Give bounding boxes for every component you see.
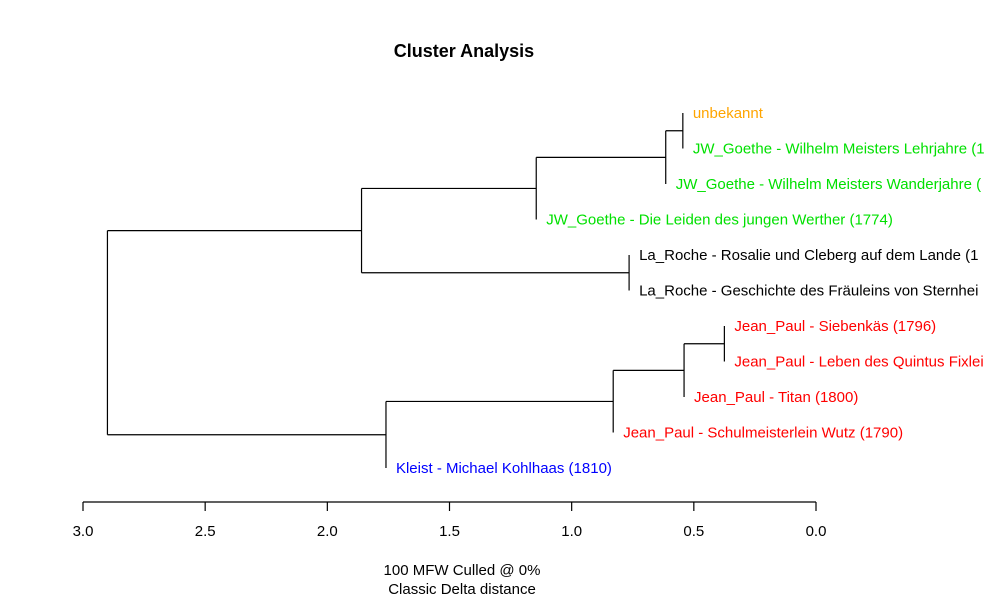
leaf-label: La_Roche - Geschichte des Fräuleins von …	[639, 283, 978, 300]
x-axis-tick-label: 1.0	[561, 523, 582, 540]
x-axis: 3.0 2.5 2.0 1.5 1.0 0.5 0.0	[73, 501, 827, 540]
x-axis-tick-label: 3.0	[73, 523, 94, 540]
leaf-label: unbekannt	[693, 105, 764, 122]
leaf-label: Jean_Paul - Siebenkäs (1796)	[734, 318, 936, 335]
x-axis-tick-label: 2.5	[195, 523, 216, 540]
leaf-label: JW_Goethe - Die Leiden des jungen Werthe…	[546, 212, 893, 229]
x-axis-caption-line-1: 100 MFW Culled @ 0%	[384, 562, 541, 579]
x-axis-tick-label: 0.5	[683, 523, 704, 540]
leaf-label: Jean_Paul - Schulmeisterlein Wutz (1790)	[623, 425, 903, 442]
x-axis-tick-label: 0.0	[806, 523, 827, 540]
leaf-label: Jean_Paul - Titan (1800)	[694, 389, 858, 406]
leaf-label: JW_Goethe - Wilhelm Meisters Wanderjahre…	[676, 176, 981, 193]
leaf-labels: unbekannt JW_Goethe - Wilhelm Meisters Le…	[396, 105, 985, 477]
chart-title: Cluster Analysis	[394, 41, 534, 61]
x-axis-tick-label: 2.0	[317, 523, 338, 540]
x-axis-tick-label: 1.5	[439, 523, 460, 540]
leaf-label: Jean_Paul - Leben des Quintus Fixlei	[734, 354, 983, 371]
x-axis-caption-line-2: Classic Delta distance	[388, 581, 536, 598]
leaf-label: JW_Goethe - Wilhelm Meisters Lehrjahre (…	[693, 141, 985, 158]
dendrogram-links	[106, 113, 725, 468]
leaf-label: Kleist - Michael Kohlhaas (1810)	[396, 460, 612, 477]
leaf-label: La_Roche - Rosalie und Cleberg auf dem L…	[639, 247, 978, 264]
